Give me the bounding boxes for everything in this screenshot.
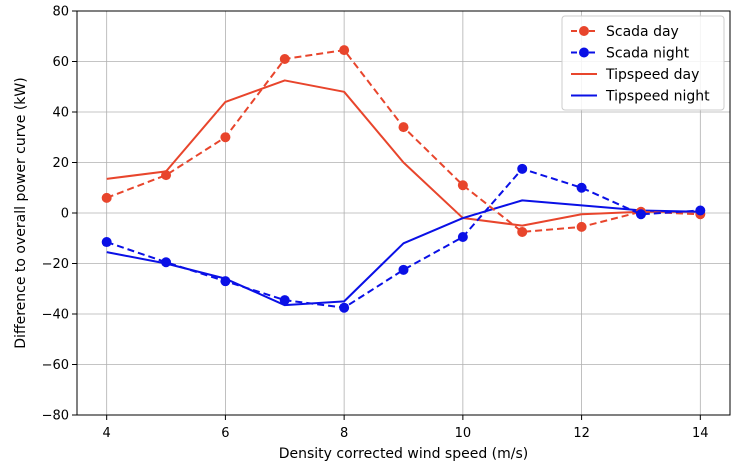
- series-scada-night: [101, 163, 706, 313]
- series-line-tipspeed-night: [106, 199, 701, 307]
- series-line-tipspeed-day: [106, 79, 701, 227]
- data-point-scada-night: [220, 276, 231, 287]
- data-point-scada-night: [517, 163, 528, 174]
- series-line-scada-night: [106, 167, 701, 309]
- data-point-scada-day: [161, 170, 172, 181]
- legend-entry-tipspeed-day: Tipspeed day: [571, 67, 699, 83]
- y-tick-label: 80: [52, 5, 69, 20]
- data-point-scada-night: [279, 295, 290, 306]
- legend-box: [561, 15, 725, 111]
- y-axis-label: Difference to overall power curve (kW): [13, 77, 29, 348]
- data-point-scada-night: [695, 205, 706, 216]
- y-tick-label: 0: [61, 207, 69, 222]
- legend-label: Tipspeed night: [605, 89, 710, 105]
- x-tick-label: 8: [340, 426, 348, 441]
- data-point-scada-day: [339, 45, 350, 56]
- data-point-scada-night: [576, 182, 587, 193]
- legend-marker: [579, 47, 589, 58]
- data-point-scada-night: [398, 264, 409, 275]
- legend: Scada day Scada night Tipspeed day Tipspeed…: [561, 15, 725, 111]
- x-tick-label: 12: [573, 426, 590, 441]
- y-tick-label: −20: [42, 257, 69, 272]
- data-point-scada-day: [517, 226, 528, 237]
- x-tick-label: 14: [692, 426, 709, 441]
- legend-entry-scada-night: Scada night: [571, 46, 690, 62]
- data-point-scada-night: [161, 257, 172, 268]
- series-tipspeed-day: [106, 79, 701, 227]
- x-tick-label: 10: [455, 426, 472, 441]
- legend-entry-tipspeed-night: Tipspeed night: [571, 89, 710, 105]
- y-tick-label: −40: [42, 308, 69, 323]
- legend-label: Scada day: [606, 24, 679, 40]
- data-point-scada-day: [279, 53, 290, 64]
- legend-label: Scada night: [606, 46, 690, 62]
- y-tick-label: −60: [42, 358, 69, 373]
- data-point-scada-day: [101, 192, 112, 203]
- data-point-scada-night: [457, 231, 468, 242]
- x-tick-label: 4: [103, 426, 111, 441]
- series-layer: [101, 45, 706, 313]
- y-tick-label: 20: [52, 156, 69, 171]
- data-point-scada-night: [339, 302, 350, 313]
- series-scada-day: [101, 45, 706, 237]
- x-axis-label: Density corrected wind speed (m/s): [279, 446, 529, 462]
- x-tick-label: 6: [221, 426, 229, 441]
- data-point-scada-day: [457, 180, 468, 191]
- data-point-scada-night: [101, 237, 112, 248]
- y-tick-label: 40: [52, 106, 69, 121]
- axis-ticks: 4 6 8 10 12 14 −80 −60 −40 −20 0 20 40 60 80: [42, 5, 709, 442]
- legend-label: Tipspeed day: [605, 67, 699, 83]
- legend-entry-scada-day: Scada day: [571, 24, 679, 40]
- data-point-scada-night: [635, 209, 646, 220]
- data-point-scada-day: [220, 132, 231, 143]
- data-point-scada-day: [576, 221, 587, 232]
- series-tipspeed-night: [106, 199, 701, 307]
- data-point-scada-day: [398, 122, 409, 133]
- legend-marker: [579, 26, 589, 36]
- y-tick-label: −80: [42, 409, 69, 424]
- y-tick-label: 60: [52, 55, 69, 70]
